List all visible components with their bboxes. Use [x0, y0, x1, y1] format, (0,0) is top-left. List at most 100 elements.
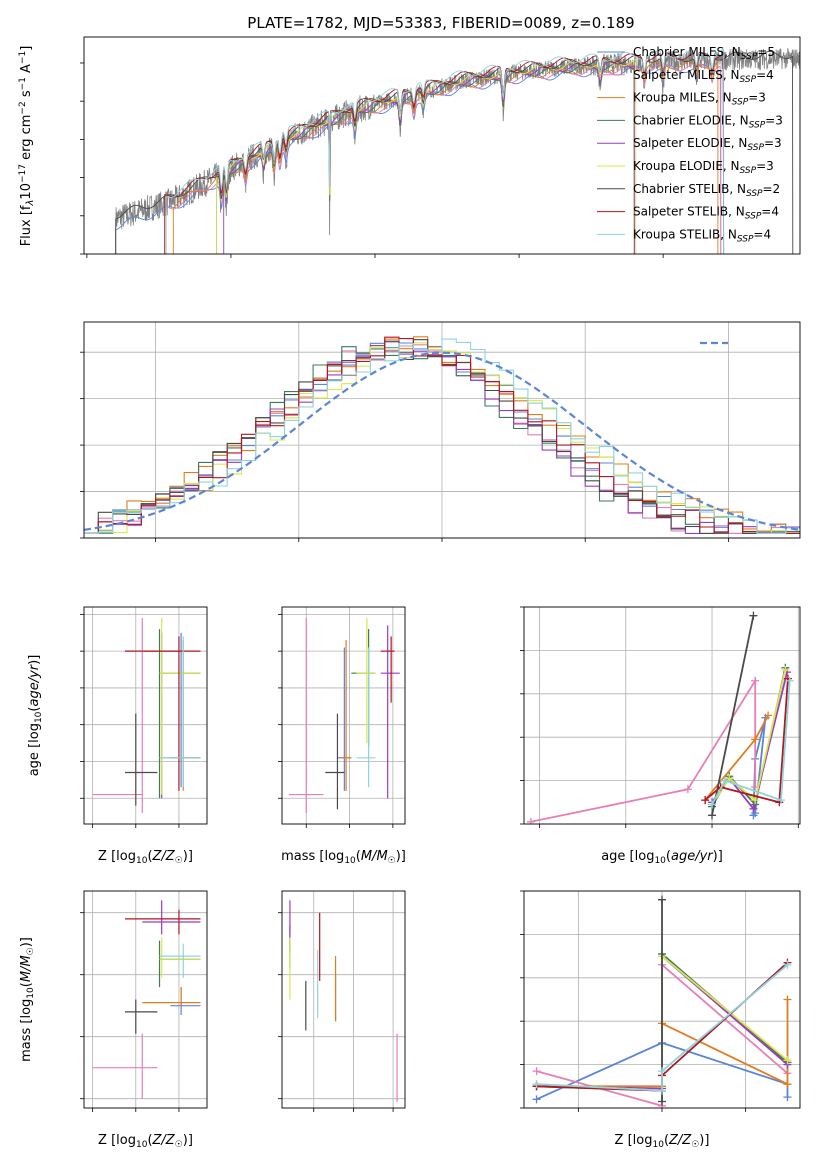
weight-point-marker: [751, 796, 760, 805]
legend-entry: Chabrier STELIB, NSSP=2: [597, 182, 780, 199]
errorbar-group: [92, 618, 201, 813]
weight-point-marker: [708, 811, 717, 820]
mass_vs_Z-ylabel-part: (: [19, 982, 34, 987]
age_vs_Z-xlabel-part: ☉: [175, 856, 183, 866]
weight_vs_Z-xlabel-part: ☉: [691, 1140, 699, 1150]
weight-point-marker: [658, 1086, 666, 1095]
weight-point-marker: [683, 785, 692, 794]
weight-lines: [532, 895, 792, 1108]
weight_vs_Z-xlabel-part: (: [664, 1133, 669, 1148]
mass_vs_Z-ylabel-part: ☉: [26, 947, 36, 955]
weight-series-line: [704, 678, 789, 804]
legend-label-sub: SSP: [745, 212, 762, 222]
legend-label-tail: =3: [748, 91, 766, 105]
age_vs_Z-ylabel-part: 10: [34, 711, 44, 723]
spectrum-ylabel: Flux [fλ10−17 erg cm−2 s−1 A−1]: [18, 46, 36, 247]
weight-series-line: [711, 669, 787, 805]
mass_vs_Z-xlabel: Z [log10(Z/Z☉)]: [98, 1133, 193, 1150]
weight-point-marker: [783, 995, 792, 1004]
legend-label-main: Chabrier STELIB, N: [633, 182, 746, 196]
legend-entry: Kroupa ELODIE, NSSP=3: [597, 159, 774, 176]
legend-entry: Salpeter STELIB, NSSP=4: [597, 205, 779, 222]
weight-point-marker: [532, 1095, 541, 1104]
weight_vs_Z-xlabel: Z [log10(Z/Z☉)]: [615, 1133, 710, 1150]
legend-label: Chabrier ELODIE, NSSP=3: [633, 113, 783, 130]
spectrum-ylabel-part: −1: [18, 77, 28, 90]
weight-point-marker: [781, 665, 790, 674]
weight_vs_Z-xlabel-part: Z [log: [615, 1133, 653, 1148]
weight-point-marker: [658, 1067, 666, 1076]
weight-lines: [526, 611, 794, 824]
legend-label: Salpeter ELODIE, NSSP=3: [633, 136, 782, 153]
histogram-step-line: [84, 341, 800, 534]
mass-vs-metallicity-panel: Z [log10(Z/Z☉)] mass [log10(M/M☉)]: [19, 890, 208, 1150]
age_vs_Z-xlabel-part: Z [log: [98, 849, 136, 864]
spectrum-ylabel-part: Flux [f: [19, 205, 34, 246]
weight_vs_age-xlabel-part: (: [666, 849, 671, 864]
age_vs_mass-xlabel-part: 10: [344, 856, 356, 866]
spectrum-ylabel-part: λ: [25, 200, 36, 207]
spectrum-ylabel-part: erg cm: [19, 115, 34, 164]
legend-label-main: Salpeter MILES, N: [633, 68, 740, 82]
weight-point-marker: [725, 774, 734, 783]
weight_vs_Z-xlabel-part: )]: [699, 1133, 709, 1148]
mass_vs_Z-ylabel-part: )]: [19, 937, 34, 947]
legend-label: Chabrier STELIB, NSSP=2: [633, 182, 780, 199]
spectrum-ylabel-part: −17: [18, 164, 28, 183]
residuals-panel: [80, 321, 801, 542]
errorbar-group: [288, 618, 400, 813]
figure-title: PLATE=1782, MJD=53383, FIBERID=0089, z=0…: [247, 14, 634, 32]
legend-label-sub: SSP: [740, 166, 757, 176]
axes-frame: [83, 36, 801, 255]
legend-label-main: Kroupa STELIB, N: [633, 227, 737, 241]
histogram-step-line: [84, 338, 800, 534]
weight_vs_Z-xlabel-part: Z/Z: [668, 1133, 692, 1148]
weight-point-marker: [708, 800, 717, 809]
mass_vs_Z-xlabel-part: 10: [136, 1140, 148, 1150]
weight-point-marker: [749, 804, 758, 813]
weight-point-marker: [783, 1056, 792, 1065]
axes-frame: [281, 890, 406, 1109]
legend-label-sub: SSP: [747, 143, 764, 153]
age_vs_Z-ylabel-part: (: [27, 707, 42, 712]
weight_vs_age-xlabel-part: )]: [713, 849, 723, 864]
age-vs-metallicity-panel: Z [log10(Z/Z☉)]age [log10(age/yr)]: [27, 606, 208, 866]
mass_vs_Z-xlabel-part: ☉: [175, 1140, 183, 1150]
legend-label-sub: SSP: [732, 98, 749, 108]
weight-series-line: [711, 680, 791, 805]
mass_vs_Z-ylabel-part: M/M: [19, 955, 34, 982]
normal-distribution-curve: [84, 351, 800, 531]
legend-label-tail: =4: [753, 227, 771, 241]
weight-point-marker: [658, 1097, 666, 1106]
age-vs-mass-panel: mass [log10(M/M☉)]: [278, 606, 406, 866]
legend-entry: Kroupa MILES, NSSP=3: [597, 91, 766, 108]
weight-point-marker: [720, 776, 729, 785]
weight-series-line: [536, 964, 789, 1092]
weight-point-marker: [701, 796, 710, 805]
errorbar-group: [289, 900, 398, 1102]
legend-label: Chabrier MILES, NSSP=5: [633, 45, 775, 62]
mass-vs-extinction-panel: [278, 890, 406, 1112]
axes-frame: [83, 890, 208, 1109]
axes-frame: [83, 321, 801, 539]
model-spectrum-line: [165, 48, 725, 254]
age_vs_Z-ylabel: age [log10(age/yr)]: [27, 655, 44, 777]
weight-series-line: [536, 1041, 789, 1101]
weight-point-marker: [526, 817, 535, 824]
weight_vs_Z-xlabel-part: 10: [652, 1140, 664, 1150]
mass_vs_Z-ylabel-part: 10: [26, 987, 36, 999]
legend-entry: Salpeter ELODIE, NSSP=3: [597, 136, 782, 153]
weight-point-marker: [783, 1093, 792, 1102]
legend-label: Kroupa ELODIE, NSSP=3: [633, 159, 774, 176]
mass_vs_Z-ylabel: mass [log10(M/M☉)]: [19, 937, 36, 1062]
legend-label-sub: SSP: [741, 52, 758, 62]
weight_vs_age-xlabel-part: age/yr: [671, 849, 714, 864]
legend-label-sub: SSP: [740, 75, 757, 85]
legend-label: Salpeter STELIB, NSSP=4: [633, 205, 779, 222]
age_vs_Z-ylabel-part: age [log: [27, 723, 42, 776]
spectrum-panel: Flux [fλ10−17 erg cm−2 s−1 A−1] Chabrier …: [18, 36, 801, 258]
legend-label-tail: =4: [756, 68, 774, 82]
weight-point-marker: [749, 611, 758, 620]
